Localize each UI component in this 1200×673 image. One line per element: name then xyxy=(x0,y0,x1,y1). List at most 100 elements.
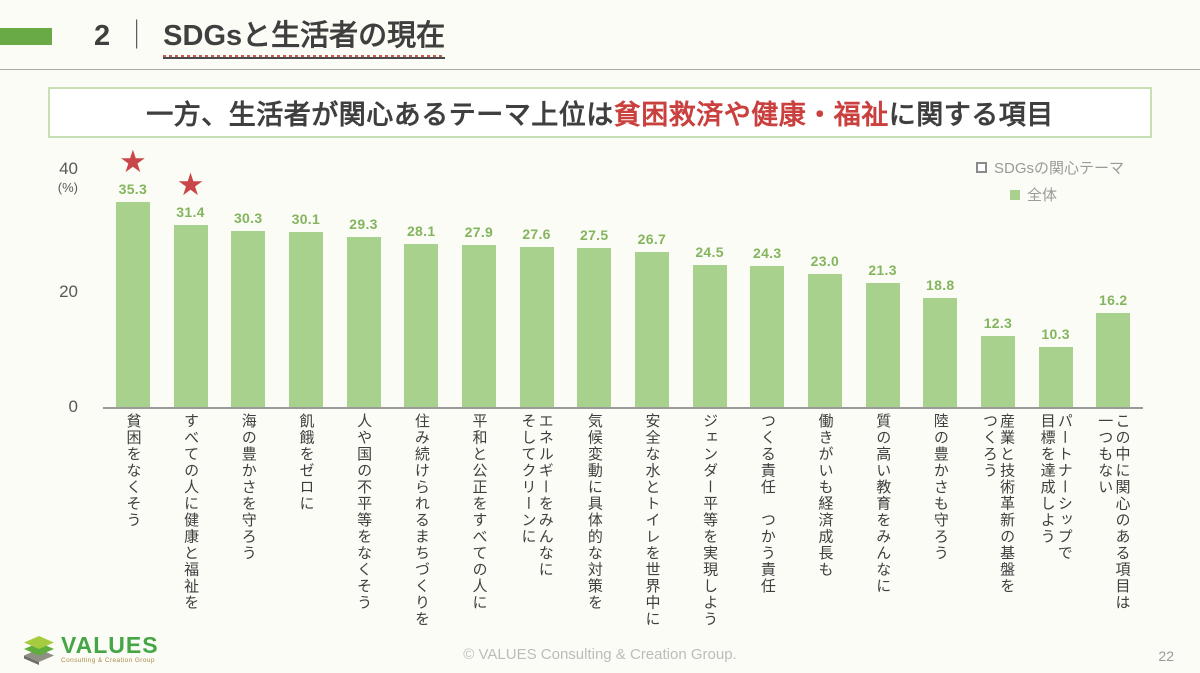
logo-text-block: VALUES Consulting & Creation Group xyxy=(61,631,159,665)
bar-value-label: 23.0 xyxy=(810,252,840,269)
bar-cell: 16.2 xyxy=(1084,175,1142,407)
bar xyxy=(692,264,727,407)
section-title: SDGsと生活者の現在 xyxy=(163,12,446,59)
bar-value-label: 26.7 xyxy=(637,231,667,248)
bar xyxy=(346,237,381,407)
bar-value-label: 18.8 xyxy=(926,276,955,293)
bar-value-label: 27.6 xyxy=(522,225,551,242)
bar-cell: 35.3 ★ xyxy=(104,146,162,407)
bar-cell: 30.1 xyxy=(277,175,335,407)
bar-value-label: 12.3 xyxy=(983,314,1013,331)
bar-cell: 30.3 xyxy=(219,175,277,407)
bar-value-label: 30.3 xyxy=(233,210,263,227)
category-label: ジェンダー平等を実現しよう xyxy=(701,413,719,628)
bar-value-label: 24.5 xyxy=(695,243,724,260)
bar-cell: 29.3 xyxy=(335,175,393,407)
headline-box: 一方、生活者が関心あるテーマ上位は 貧困救済や健康・福祉 に関する項目 xyxy=(48,87,1152,138)
ytick-20: 20 xyxy=(30,282,78,302)
filled-square-icon xyxy=(1010,189,1020,200)
values-logo: VALUES Consulting & Creation Group xyxy=(22,633,159,665)
bar xyxy=(288,232,323,407)
bar-cell: 24.3 xyxy=(738,175,796,407)
copyright-text: © VALUES Consulting & Creation Group. xyxy=(463,646,737,663)
category-label: 海の豊かさを守ろう xyxy=(239,413,257,562)
bar xyxy=(231,231,266,407)
category-label: 働きがいも経済成長も xyxy=(816,413,834,578)
bar xyxy=(173,224,208,407)
bar xyxy=(1038,347,1073,407)
category-label: 安全な水とトイレを世界中に xyxy=(643,413,661,628)
bar-cell: 28.1 xyxy=(392,175,450,407)
bar-cell: 27.9 xyxy=(450,175,508,407)
category-label: 貧困をなくそう xyxy=(124,413,142,529)
category-label: つくる責任 つかう責任 xyxy=(758,413,776,595)
bar-value-label: 29.3 xyxy=(349,216,378,233)
bar xyxy=(750,266,785,407)
bar-cell: 21.3 xyxy=(854,175,912,407)
headline-pre: 一方、生活者が関心あるテーマ上位は xyxy=(146,100,614,130)
headline-highlight: 貧困救済や健康・福祉 xyxy=(613,100,889,130)
bar xyxy=(923,297,958,407)
categories-row: 貧困をなくそう すべての人に健康と福祉を 海の豊かさを守ろう 飢餓をゼロに 人や国の不平… xyxy=(104,413,1142,628)
bar xyxy=(634,252,669,407)
legend-chart-title-label: SDGsの関心テーマ xyxy=(994,160,1125,177)
bar-cell: 18.8 xyxy=(911,175,969,407)
ytick-40: 40 (%) xyxy=(30,159,78,195)
x-axis-line xyxy=(103,407,1143,409)
bar xyxy=(404,244,439,407)
bar-cell: 26.7 xyxy=(623,175,681,407)
category-label: 質の高い教育をみんなに xyxy=(874,413,892,595)
category-label: 住み続けられるまちづくりを xyxy=(412,413,430,628)
category-label: 平和と公正をすべての人に xyxy=(470,413,488,611)
bar-cell: 23.0 xyxy=(796,175,854,407)
category-label: エネルギーをみんなに そしてクリーンに xyxy=(519,413,554,578)
bar-value-label: 30.1 xyxy=(291,211,321,228)
bar xyxy=(980,335,1015,407)
logo-tagline: Consulting & Creation Group xyxy=(61,656,155,664)
legend-series-label: 全体 xyxy=(1027,187,1058,204)
header-separator: ｜ xyxy=(122,20,152,52)
star-icon: ★ xyxy=(118,144,147,180)
bar-cell: 27.5 xyxy=(565,175,623,407)
category-label: パートナーシップで 目標を達成しよう xyxy=(1038,413,1073,562)
category-label: この中に関心のある項目は 一つもない xyxy=(1096,413,1131,611)
ytick-20-label: 20 xyxy=(59,282,78,301)
bars-row: 35.3 ★ 31.4 ★ 30.3 30.1 29.3 28.1 27.9 27.6 27.5 26… xyxy=(104,146,1142,407)
bar-cell: 27.6 xyxy=(508,175,566,407)
header-divider xyxy=(0,69,1200,70)
legend-series: 全体 xyxy=(1010,184,1057,205)
bar xyxy=(807,273,842,407)
bar-cell: 24.5 xyxy=(681,175,739,407)
slide-header: 2 ｜ SDGsと生活者の現在 xyxy=(94,12,446,59)
legend-chart-title: SDGsの関心テーマ xyxy=(976,157,1124,178)
bar-value-label: 28.1 xyxy=(406,223,436,240)
outline-square-icon xyxy=(976,162,987,173)
category-label: すべての人に健康と福祉を xyxy=(182,413,200,611)
accent-bar xyxy=(0,28,52,45)
category-label: 飢餓をゼロに xyxy=(297,413,315,512)
bar-cell: 10.3 xyxy=(1027,175,1085,407)
bar-value-label: 24.3 xyxy=(753,245,782,262)
ytick-0-label: 0 xyxy=(68,397,78,416)
bar xyxy=(1096,313,1131,407)
headline-post: に関する項目 xyxy=(888,100,1054,130)
bar-value-label: 27.5 xyxy=(579,226,609,243)
bar-cell: 12.3 xyxy=(969,175,1027,407)
category-label: 人や国の不平等をなくそう xyxy=(355,413,373,611)
ytick-40-label: 40 xyxy=(59,159,78,178)
section-number: 2 xyxy=(94,20,111,52)
logo-name: VALUES xyxy=(61,631,159,658)
category-label: 陸の豊かさも守ろう xyxy=(931,413,949,562)
bar xyxy=(115,202,150,407)
bar-value-label: 35.3 xyxy=(118,181,148,198)
bar xyxy=(461,245,496,407)
bar-value-label: 27.9 xyxy=(464,224,494,241)
page-number: 22 xyxy=(1158,648,1174,664)
y-axis-unit: (%) xyxy=(57,180,78,195)
star-icon: ★ xyxy=(176,166,205,202)
values-logo-icon xyxy=(24,636,54,665)
bar-value-label: 21.3 xyxy=(868,262,897,279)
bar-cell: 31.4 ★ xyxy=(162,169,220,407)
bar-value-label: 16.2 xyxy=(1099,292,1128,309)
